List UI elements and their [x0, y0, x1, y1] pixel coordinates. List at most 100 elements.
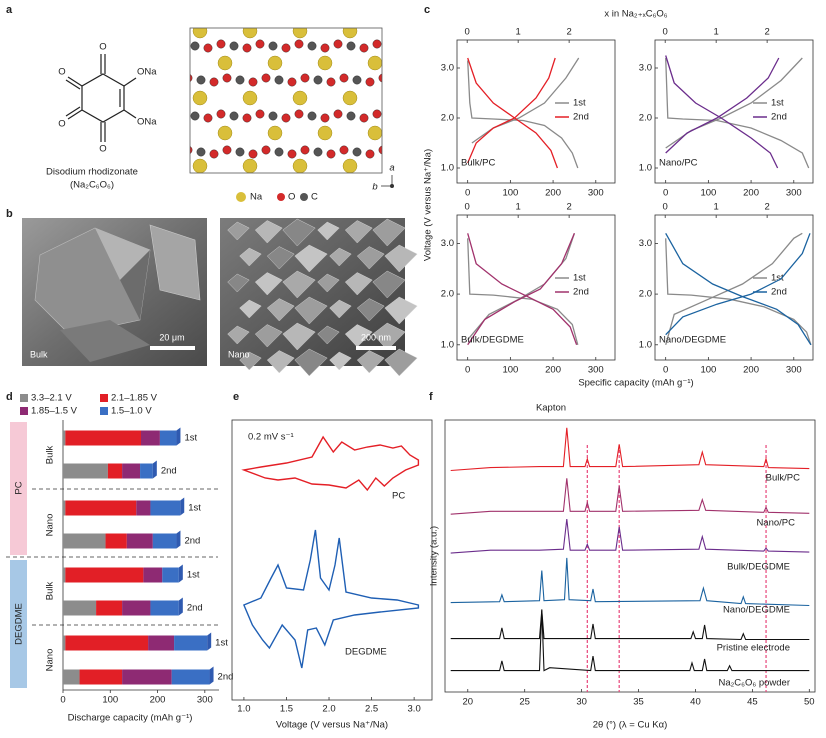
category-label: 2nd — [184, 536, 200, 547]
x2-tick-label: 1 — [516, 27, 521, 38]
annotation: Kapton — [536, 403, 566, 414]
sodium-atom — [217, 125, 233, 141]
atom — [235, 147, 245, 157]
bar-segment — [143, 567, 163, 583]
atom — [365, 149, 375, 159]
x2-tick-label: 0 — [663, 27, 668, 38]
atom — [190, 74, 193, 82]
nanocrystal — [329, 299, 352, 319]
bond — [65, 106, 81, 117]
x2-tick-label: 0 — [465, 202, 470, 213]
x-tick-label: 25 — [519, 697, 530, 708]
y-tick-label: 1.0 — [441, 339, 454, 350]
sodium-atom — [367, 55, 382, 71]
atom — [268, 41, 278, 51]
atom — [333, 109, 343, 119]
xrd-pattern — [450, 519, 810, 554]
bar-segment — [148, 635, 175, 651]
sample-label: Nano — [45, 514, 56, 537]
x-tick-label: 50 — [804, 697, 815, 708]
axis-label: a — [389, 163, 394, 174]
curve — [665, 232, 812, 346]
curve — [467, 233, 578, 346]
x-tick-label: 100 — [700, 365, 716, 376]
atom — [300, 145, 310, 155]
nanocrystal — [266, 298, 295, 322]
nanocrystal — [227, 325, 250, 345]
y-tick-label: 2.0 — [441, 289, 454, 300]
legend-label: 2nd — [573, 287, 589, 298]
legend-swatch — [300, 193, 308, 201]
atom — [261, 73, 271, 83]
legend-label: 1.5–1.0 V — [111, 406, 152, 417]
x-axis-title: Discharge capacity (mAh g⁻¹) — [68, 713, 193, 724]
cv-curve — [242, 529, 420, 669]
x-tick-label: 200 — [545, 188, 561, 199]
x-tick-label: 300 — [197, 695, 213, 706]
sodium-atom — [292, 158, 308, 173]
bar-end — [152, 460, 157, 479]
x2-tick-label: 0 — [663, 202, 668, 213]
bar-segment — [122, 600, 151, 616]
atom — [346, 111, 356, 121]
panel-label: b — [6, 208, 13, 220]
bar-segment — [174, 635, 208, 651]
compound-formula: (Na₂C₆O₆) — [70, 180, 114, 191]
x-tick-label: 100 — [700, 188, 716, 199]
atom-label: O — [99, 144, 106, 155]
plot-frame — [231, 419, 433, 701]
x2-tick-label: 1 — [714, 202, 719, 213]
x-tick-label: 1.0 — [237, 704, 250, 715]
x2-tick-label: 0 — [465, 27, 470, 38]
x2-tick-label: 2 — [566, 27, 571, 38]
atom — [378, 145, 382, 155]
atom — [229, 41, 239, 51]
bar-segment — [136, 500, 151, 516]
x-tick-label: 100 — [102, 695, 118, 706]
nanocrystal — [317, 325, 340, 345]
legend-label: 2nd — [573, 112, 589, 123]
bar-segment — [107, 463, 123, 479]
atom — [281, 113, 291, 123]
bar-segment — [122, 463, 141, 479]
bar-end — [176, 530, 181, 549]
atom — [190, 111, 200, 121]
atom — [352, 75, 362, 85]
nanocrystal — [329, 247, 352, 267]
y-tick-label: 1.0 — [441, 163, 454, 174]
atom — [190, 146, 193, 154]
axis-label: b — [372, 182, 377, 193]
legend-label: 1.85–1.5 V — [31, 406, 78, 417]
panel-label: e — [233, 391, 239, 403]
crystal-facet — [95, 228, 150, 280]
atom — [313, 75, 323, 85]
x2-tick-label: 2 — [764, 202, 769, 213]
y-tick-label: 2.0 — [639, 113, 652, 124]
atom — [359, 113, 369, 123]
axis-origin — [390, 184, 394, 188]
atom — [203, 113, 213, 123]
atom — [294, 109, 304, 119]
sodium-atom — [317, 125, 333, 141]
nanocrystal — [384, 244, 418, 273]
sodium-atom — [242, 90, 258, 106]
bar-end — [178, 597, 183, 616]
atom — [326, 77, 336, 87]
bar-segment — [63, 669, 80, 685]
sodium-atom — [242, 28, 258, 39]
atom — [209, 77, 219, 87]
atom — [216, 109, 226, 119]
atom — [261, 145, 271, 155]
bond — [65, 79, 81, 90]
bar-segment — [105, 533, 127, 549]
atom — [339, 145, 349, 155]
nanocrystal — [239, 247, 262, 267]
sodium-atom — [367, 125, 382, 141]
nanocrystal — [239, 299, 262, 319]
nanocrystal — [294, 244, 328, 273]
xrd-pattern — [450, 557, 810, 607]
y-tick-label: 1.0 — [639, 339, 652, 350]
atom — [372, 109, 382, 119]
nanocrystal — [254, 220, 283, 244]
